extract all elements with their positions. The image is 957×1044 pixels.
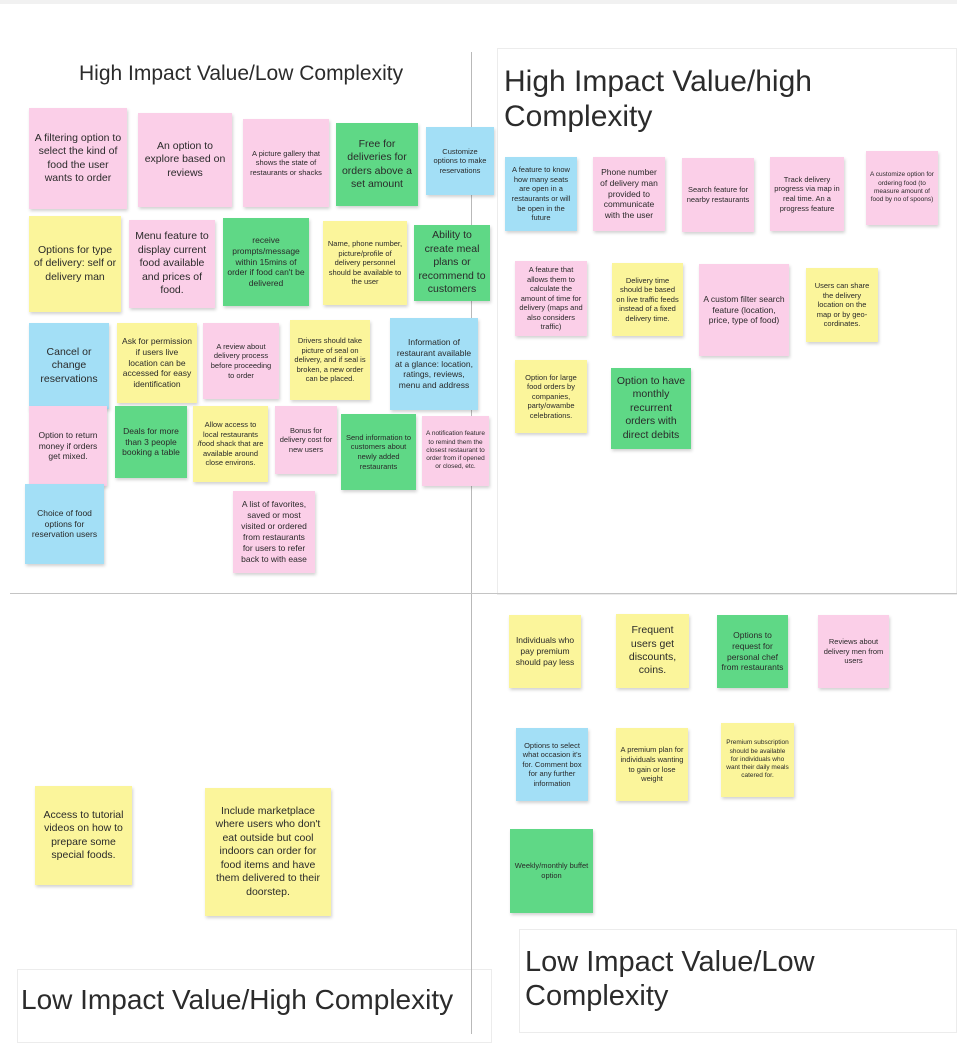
sticky-note[interactable]: Ability to create meal plans or recommen…: [414, 225, 490, 301]
sticky-note[interactable]: receive prompts/message within 15mins of…: [223, 218, 309, 306]
vertical-axis-line: [471, 52, 472, 1034]
sticky-note[interactable]: Access to tutorial videos on how to prep…: [35, 786, 132, 885]
sticky-note[interactable]: Choice of food options for reservation u…: [25, 484, 104, 564]
sticky-note[interactable]: Frequent users get discounts, coins.: [616, 614, 689, 688]
top-bar: [0, 0, 957, 4]
quadrant-title-low-impact-low-complexity: Low Impact Value/Low Complexity: [525, 946, 815, 1013]
sticky-note[interactable]: Cancel or change reservations: [29, 323, 109, 409]
sticky-note[interactable]: Weekly/monthly buffet option: [510, 829, 593, 913]
sticky-note[interactable]: A premium plan for individuals wanting t…: [616, 728, 688, 801]
sticky-note[interactable]: A notification feature to remind them th…: [422, 416, 489, 486]
sticky-note[interactable]: Name, phone number, picture/profile of d…: [323, 221, 407, 305]
sticky-note[interactable]: Delivery time should be based on live tr…: [612, 263, 683, 336]
sticky-note[interactable]: Ask for permission if users live locatio…: [117, 323, 197, 403]
sticky-note[interactable]: A custom filter search feature (location…: [699, 264, 789, 356]
sticky-note[interactable]: Include marketplace where users who don'…: [205, 788, 331, 916]
sticky-note[interactable]: Bonus for delivery cost for new users: [275, 406, 337, 474]
sticky-note[interactable]: A picture gallery that shows the state o…: [243, 119, 329, 207]
sticky-note[interactable]: A customize option for ordering food (to…: [866, 151, 938, 225]
sticky-note[interactable]: Users can share the delivery location on…: [806, 268, 878, 342]
sticky-note[interactable]: Search feature for nearby restaurants: [682, 158, 754, 232]
sticky-note[interactable]: Reviews about delivery men from users: [818, 615, 889, 688]
horizontal-axis-line: [10, 593, 957, 594]
sticky-note[interactable]: Deals for more than 3 people booking a t…: [115, 406, 187, 478]
sticky-note[interactable]: Customize options to make reservations: [426, 127, 494, 195]
quadrant-frame-low-impact-high-complexity: [17, 969, 492, 1043]
sticky-note[interactable]: An option to explore based on reviews: [138, 113, 232, 207]
sticky-note[interactable]: Track delivery progress via map in real …: [770, 157, 844, 231]
sticky-note[interactable]: Free for deliveries for orders above a s…: [336, 123, 418, 206]
sticky-note[interactable]: Individuals who pay premium should pay l…: [509, 615, 581, 688]
sticky-note[interactable]: Phone number of delivery man provided to…: [593, 157, 665, 231]
quadrant-title-high-impact-low-complexity: High Impact Value/Low Complexity: [79, 62, 404, 85]
sticky-note[interactable]: Option to have monthly recurrent orders …: [611, 368, 691, 449]
sticky-note[interactable]: A list of favorites, saved or most visit…: [233, 491, 315, 573]
sticky-note[interactable]: A review about delivery process before p…: [203, 323, 279, 399]
sticky-note[interactable]: Send information to customers about newl…: [341, 414, 416, 490]
sticky-note[interactable]: Options to request for personal chef fro…: [717, 615, 788, 688]
sticky-note[interactable]: Menu feature to display current food ava…: [129, 220, 215, 308]
sticky-note[interactable]: A feature that allows them to calculate …: [515, 261, 587, 336]
sticky-note[interactable]: Option to return money if orders get mix…: [29, 406, 107, 486]
sticky-note[interactable]: A feature to know how many seats are ope…: [505, 157, 577, 231]
sticky-note[interactable]: Option for large food orders by companie…: [515, 360, 587, 433]
sticky-note[interactable]: Options for type of delivery: self or de…: [29, 216, 121, 312]
sticky-note[interactable]: Drivers should take picture of seal on d…: [290, 320, 370, 400]
sticky-note[interactable]: A filtering option to select the kind of…: [29, 108, 127, 209]
sticky-note[interactable]: Premium subscription should be available…: [721, 723, 794, 797]
sticky-note[interactable]: Information of restaurant available at a…: [390, 318, 478, 410]
quadrant-title-low-impact-high-complexity: Low Impact Value/High Complexity: [21, 984, 454, 1015]
quadrant-title-high-impact-high-complexity: High Impact Value/high Complexity: [504, 65, 812, 134]
sticky-note[interactable]: Allow access to local restaurants /food …: [193, 406, 268, 482]
sticky-note[interactable]: Options to select what occasion it's for…: [516, 728, 588, 801]
